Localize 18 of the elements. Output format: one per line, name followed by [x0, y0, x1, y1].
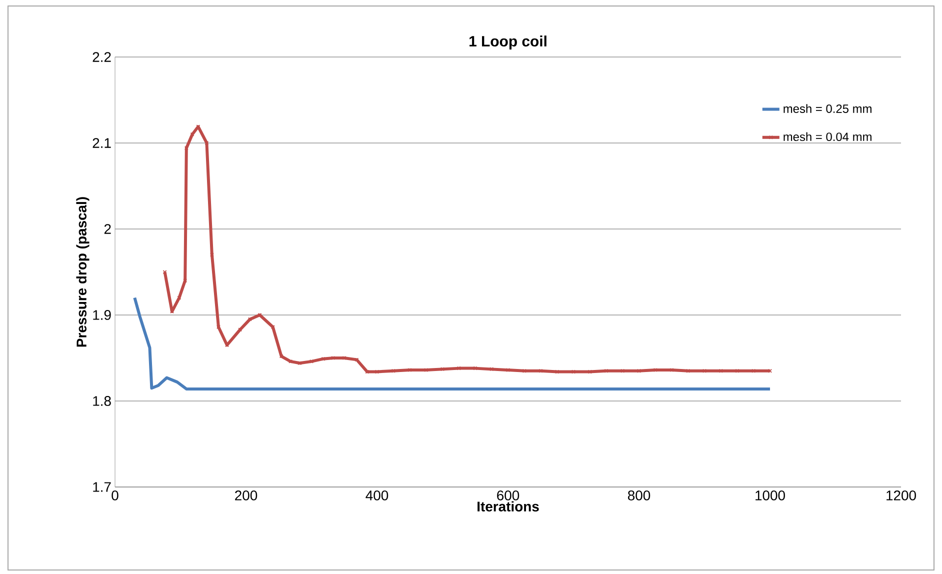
x-tick-label: 1000 [756, 490, 785, 500]
x-tick-label: 400 [366, 490, 388, 500]
chart-title: 1 Loop coil [470, 36, 546, 50]
legend-label: mesh = 0.25 mm [784, 104, 872, 113]
x-tick-label: 800 [628, 490, 650, 500]
y-tick-label: 2.1 [92, 138, 111, 148]
x-tick-label: 200 [235, 490, 258, 500]
y-tick-label: 1.8 [93, 396, 111, 406]
x-tick-label: 600 [497, 490, 520, 500]
x-axis-title: Iterations [478, 501, 539, 512]
legend-label: mesh = 0.04 mm [784, 132, 872, 142]
x-tick-label: 0 [112, 490, 118, 500]
y-tick-label: 2 [104, 224, 111, 234]
x-tick-label: 1200 [886, 490, 916, 500]
y-axis-title: Pressure drop (pascal) [76, 197, 90, 347]
y-tick-label: 2.2 [92, 52, 111, 62]
y-tick-label: 1.7 [93, 482, 111, 492]
y-tick-label: 1.9 [93, 310, 111, 320]
